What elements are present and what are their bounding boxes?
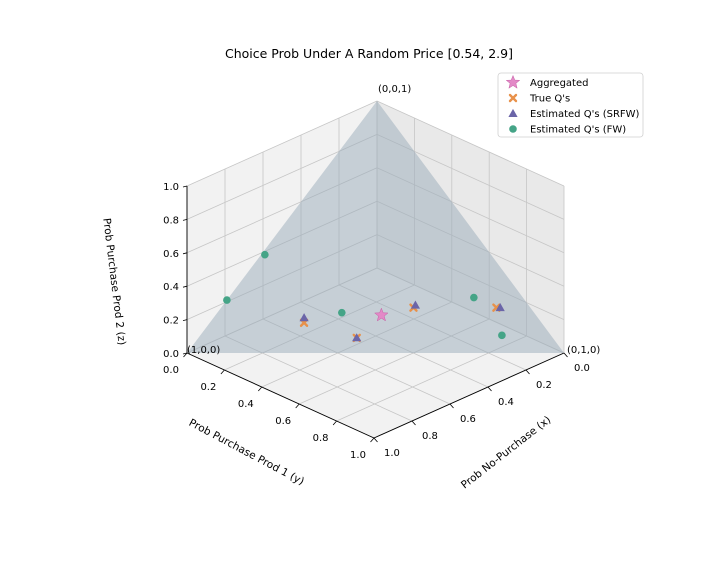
x-tick — [487, 386, 492, 392]
legend-label: Estimated Q's (SRFW) — [530, 109, 640, 120]
x-tick — [525, 369, 530, 375]
z-tick-label: 0.8 — [163, 215, 179, 226]
point-estimated-q-s-fw — [470, 293, 478, 302]
y-tick-label: 0.8 — [313, 433, 329, 444]
z-axis-label: Prob Purchase Prod 2 (z) — [100, 217, 128, 346]
y-tick-label: 1.0 — [350, 450, 366, 461]
x-tick-label: 0.0 — [574, 363, 590, 374]
point-estimated-q-s-srfw — [410, 300, 420, 309]
z-tick — [182, 252, 188, 255]
z-tick — [182, 352, 188, 355]
x-tick-label: 0.6 — [460, 414, 476, 425]
x-tick-label: 0.2 — [536, 380, 552, 391]
z-tick-label: 0.2 — [163, 316, 179, 327]
simplex-surface: (1,0,0) (0,1,0) (0,0,1) — [187, 84, 600, 356]
legend-label: Aggregated — [530, 78, 588, 89]
z-tick — [182, 319, 188, 321]
y-tick — [183, 352, 188, 358]
z-tick-label: 0.0 — [163, 349, 179, 360]
simplex-vertex-label: (1,0,0) — [187, 345, 220, 356]
point-estimated-q-s-srfw — [299, 313, 309, 322]
y-tick-label: 0.4 — [238, 399, 254, 410]
grid-line — [186, 100, 378, 187]
x-tick — [373, 437, 378, 443]
simplex-triangle — [187, 101, 564, 353]
x-tick — [411, 420, 416, 426]
z-tick — [182, 185, 188, 188]
point-estimated-q-s-srfw — [495, 303, 505, 312]
point-true-q-s-stroke — [492, 303, 501, 312]
data-points — [223, 250, 506, 343]
legend-marker — [508, 93, 518, 103]
y-tick-label: 0.6 — [275, 416, 291, 427]
x-tick-label: 0.8 — [422, 431, 438, 442]
z-tick — [182, 219, 188, 221]
point-estimated-q-s-fw — [223, 296, 231, 304]
legend-label: Estimated Q's (FW) — [530, 125, 626, 136]
point-estimated-q-s-fw — [261, 250, 269, 259]
y-tick-label: 0.2 — [200, 382, 216, 393]
y-tick — [370, 437, 375, 443]
z-tick-label: 0.4 — [163, 282, 179, 293]
x-tick — [563, 352, 568, 358]
z-tick — [182, 285, 188, 288]
point-estimated-q-s-srfw — [352, 333, 362, 342]
legend-marker — [508, 108, 518, 117]
point-aggregated — [374, 307, 389, 322]
legend-marker — [505, 74, 521, 89]
legend: Aggregated True Q's Estimated Q's (SRFW) Es… — [497, 72, 644, 138]
y-tick — [332, 420, 337, 426]
y-tick — [257, 386, 263, 392]
x-tick-label: 1.0 — [384, 448, 400, 459]
x-tick-label: 0.4 — [498, 397, 514, 408]
z-tick-label: 1.0 — [163, 182, 179, 193]
grid-line — [376, 100, 565, 187]
y-tick-label: 0.0 — [163, 365, 179, 376]
simplex-vertex-label: (0,0,1) — [378, 84, 411, 95]
legend-marker — [509, 125, 517, 133]
z-tick-label: 0.6 — [163, 249, 179, 260]
chart-title: Choice Prob Under A Random Price [0.54, … — [225, 46, 513, 61]
point-estimated-q-s-fw — [338, 308, 346, 317]
y-tick — [220, 369, 225, 375]
point-estimated-q-s-fw — [498, 331, 506, 340]
legend-box — [497, 72, 644, 138]
legend-label: True Q's — [529, 94, 570, 105]
y-tick — [295, 403, 300, 409]
x-axis-label: Prob No-Purchase (x) — [459, 414, 553, 491]
y-axis-label: Prob Purchase Prod 1 (y) — [187, 417, 306, 488]
simplex-vertex-label: (0,1,0) — [567, 345, 600, 356]
x-tick — [449, 403, 454, 409]
y-axis-line — [373, 352, 565, 439]
axes: 0.0 0.0 0.0 0.2 0.2 0.2 0.4 0.4 0.4 0.6 0.6 0.6 0.8 0… — [163, 182, 590, 461]
x-axis-line — [186, 352, 375, 439]
legend-marker-stroke — [508, 93, 518, 103]
